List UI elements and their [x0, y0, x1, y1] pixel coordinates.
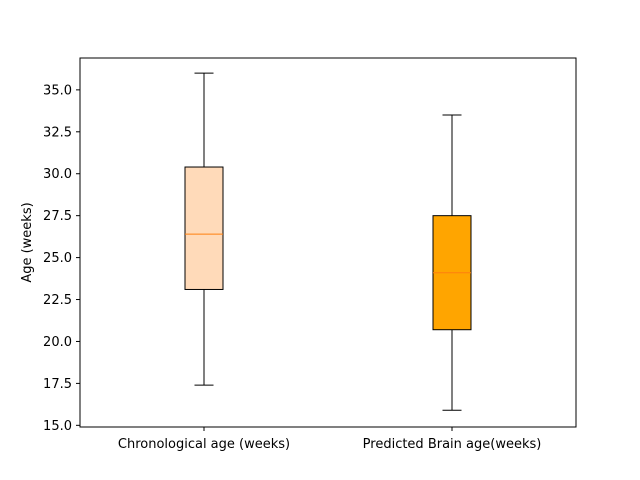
x-axis: Chronological age (weeks) Predicted Brain…	[118, 427, 541, 452]
x-tick-label: Predicted Brain age(weeks)	[363, 437, 542, 452]
y-tick-label: 17.5	[43, 377, 72, 392]
plot-frame	[79, 57, 577, 428]
iqr-box	[184, 166, 224, 290]
y-tick-label: 35.0	[43, 83, 72, 98]
y-axis: 15.0 17.5 20.0 22.5 25.0 27.5 30.0 32.5 35.0	[43, 83, 80, 434]
box-group	[184, 72, 224, 386]
y-tick-label: 32.5	[43, 125, 72, 140]
y-tick-label: 25.0	[43, 251, 72, 266]
plot-marks	[184, 72, 472, 411]
y-tick-label: 30.0	[43, 167, 72, 182]
y-tick-label: 27.5	[43, 209, 72, 224]
y-tick-label: 20.0	[43, 335, 72, 350]
x-tick-label: Chronological age (weeks)	[118, 437, 290, 452]
box-group	[432, 114, 472, 411]
y-tick-label: 15.0	[43, 419, 72, 434]
y-axis-label: Age (weeks)	[20, 202, 35, 282]
y-tick-label: 22.5	[43, 293, 72, 308]
